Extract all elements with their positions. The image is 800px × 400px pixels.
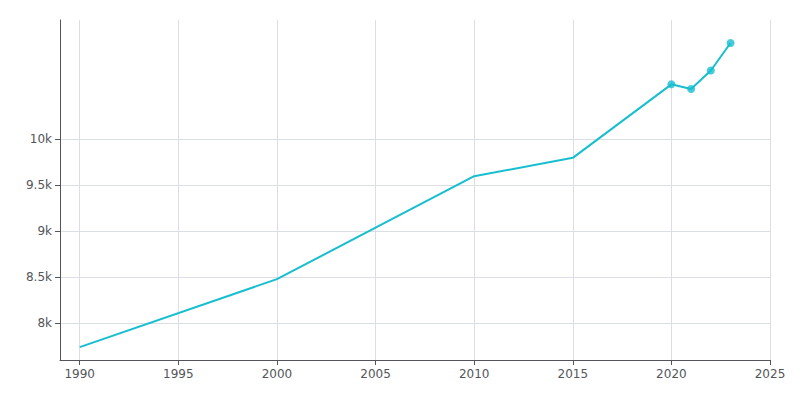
svg-text:8k: 8k	[37, 316, 52, 330]
svg-text:2000: 2000	[262, 367, 293, 381]
svg-text:2020: 2020	[656, 367, 687, 381]
svg-text:1990: 1990	[64, 367, 95, 381]
svg-text:1995: 1995	[163, 367, 194, 381]
svg-text:9.5k: 9.5k	[26, 178, 52, 192]
svg-text:8.5k: 8.5k	[26, 270, 52, 284]
svg-text:2010: 2010	[459, 367, 490, 381]
svg-text:2005: 2005	[360, 367, 391, 381]
svg-text:2025: 2025	[755, 367, 786, 381]
svg-text:2015: 2015	[558, 367, 589, 381]
svg-text:9k: 9k	[37, 224, 52, 238]
svg-text:10k: 10k	[30, 132, 52, 146]
